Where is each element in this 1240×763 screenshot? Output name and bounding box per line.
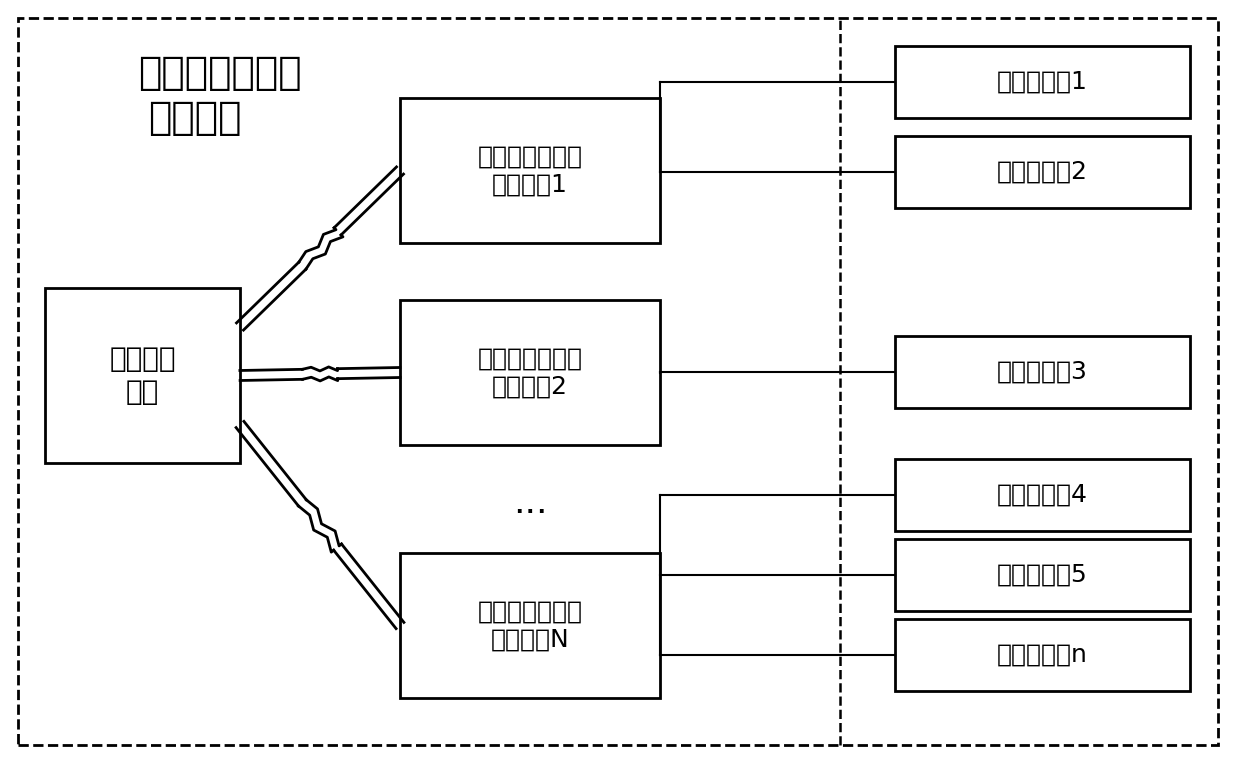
- Text: 待测电路板4: 待测电路板4: [997, 483, 1087, 507]
- Text: ···: ···: [513, 496, 547, 530]
- Text: 待测电路板n: 待测电路板n: [997, 643, 1087, 667]
- Bar: [401, 553, 660, 698]
- Bar: [401, 300, 660, 445]
- Bar: [45, 288, 241, 463]
- Text: 待测电路板5: 待测电路板5: [997, 563, 1087, 587]
- Text: 测试系统: 测试系统: [149, 99, 242, 137]
- Text: 电路板电源参数
测试设备2: 电路板电源参数 测试设备2: [477, 346, 583, 398]
- Text: 电路板电源参数
测试设备1: 电路板电源参数 测试设备1: [477, 145, 583, 196]
- Text: 电路板电源参数: 电路板电源参数: [138, 54, 301, 92]
- Text: 待测电路板1: 待测电路板1: [997, 70, 1087, 94]
- Text: 远程控制
设备: 远程控制 设备: [109, 346, 176, 406]
- Bar: [895, 459, 1190, 531]
- Bar: [895, 539, 1190, 611]
- Bar: [895, 46, 1190, 118]
- Bar: [895, 619, 1190, 691]
- Text: 待测电路板2: 待测电路板2: [997, 160, 1087, 184]
- Bar: [401, 98, 660, 243]
- Text: 电路板电源参数
测试设备N: 电路板电源参数 测试设备N: [477, 600, 583, 652]
- Text: 待测电路板3: 待测电路板3: [997, 360, 1087, 384]
- Bar: [895, 336, 1190, 408]
- Bar: [895, 136, 1190, 208]
